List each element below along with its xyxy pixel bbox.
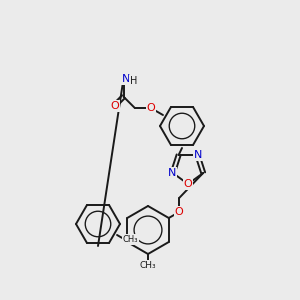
Text: H: H	[130, 76, 137, 86]
Text: O: O	[175, 207, 184, 217]
Text: CH₃: CH₃	[123, 235, 138, 244]
Text: N: N	[194, 150, 202, 160]
Text: O: O	[146, 103, 155, 113]
Text: N: N	[122, 74, 131, 84]
Text: O: O	[184, 179, 192, 189]
Text: N: N	[168, 168, 176, 178]
Text: O: O	[110, 101, 119, 111]
Text: CH₃: CH₃	[140, 260, 156, 269]
